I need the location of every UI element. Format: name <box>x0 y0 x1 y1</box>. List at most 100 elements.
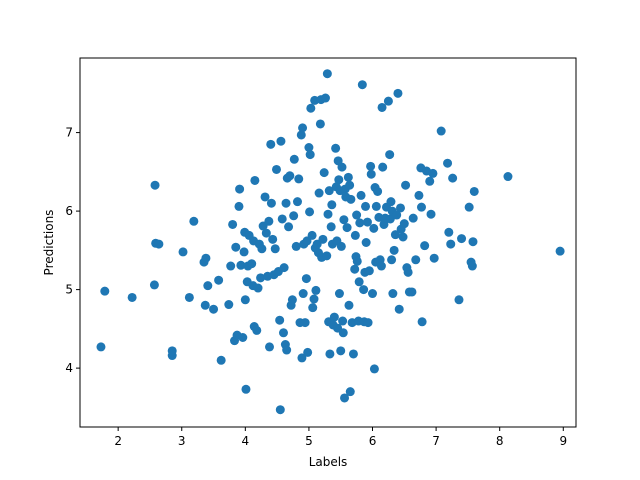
scatter-point <box>355 218 365 228</box>
scatter-point <box>289 154 299 164</box>
scatter-point <box>369 364 379 374</box>
scatter-point <box>300 318 310 328</box>
scatter-point <box>209 304 219 314</box>
scatter-point <box>239 247 249 257</box>
scatter-point <box>320 93 330 103</box>
scatter-point <box>503 172 513 182</box>
scatter-point <box>338 316 348 326</box>
scatter-point <box>167 346 177 356</box>
scatter-point <box>444 227 454 237</box>
scatter-point <box>292 197 302 207</box>
scatter-point <box>96 342 106 352</box>
scatter-point <box>407 287 417 297</box>
scatter-point <box>298 289 308 299</box>
scatter-point <box>344 300 354 310</box>
scatter-point <box>338 328 348 338</box>
scatter-point <box>296 130 306 140</box>
scatter-point <box>200 300 210 310</box>
scatter-point <box>226 261 236 271</box>
scatter-point <box>306 103 316 113</box>
scatter-point <box>266 139 276 149</box>
scatter-point <box>270 244 280 254</box>
scatter-point <box>387 255 397 265</box>
scatter-point <box>337 162 347 172</box>
scatter-point <box>336 346 346 356</box>
scatter-point <box>331 143 341 153</box>
scatter-point <box>264 216 274 226</box>
x-axis-label: Labels <box>309 455 348 469</box>
scatter-point <box>150 180 160 190</box>
scatter-point <box>228 219 238 229</box>
scatter-point <box>392 210 402 220</box>
x-tick-label: 3 <box>178 434 186 448</box>
scatter-point <box>238 333 248 342</box>
scatter-point <box>361 201 371 211</box>
scatter-point <box>395 203 405 213</box>
scatter-point <box>304 143 314 152</box>
scatter-point <box>311 285 321 295</box>
scatter-point <box>359 285 369 295</box>
scatter-point <box>305 150 315 160</box>
scatter-point <box>342 223 352 233</box>
scatter-point <box>428 168 438 178</box>
scatter-point <box>325 349 335 359</box>
scatter-point <box>253 283 263 293</box>
scatter-point <box>383 96 393 106</box>
scatter-point <box>448 173 458 183</box>
scatter-point <box>285 171 295 181</box>
scatter-point <box>364 266 374 276</box>
scatter-point <box>278 328 288 338</box>
scatter-point <box>323 209 333 219</box>
scatter-point <box>279 263 289 273</box>
scatter-point <box>555 246 565 256</box>
scatter-point <box>287 295 297 305</box>
scatter-point <box>443 158 453 168</box>
scatter-point <box>343 172 353 182</box>
scatter-point <box>425 176 435 186</box>
scatter-points <box>96 69 565 415</box>
scatter-point <box>189 216 199 226</box>
scatter-point <box>354 277 364 287</box>
scatter-point <box>127 292 137 302</box>
scatter-point <box>339 215 349 225</box>
scatter-point <box>352 256 362 266</box>
y-tick-label: 4 <box>65 361 73 375</box>
scatter-point <box>154 239 164 249</box>
scatter-point <box>201 253 211 263</box>
scatter-point <box>336 241 346 251</box>
scatter-point <box>236 260 246 270</box>
x-tick-label: 8 <box>496 434 504 448</box>
scatter-point <box>345 180 355 190</box>
scatter-point <box>203 281 213 291</box>
scatter-point <box>291 241 301 251</box>
x-tick-label: 9 <box>559 434 567 448</box>
y-axis-label: Predictions <box>42 210 56 276</box>
scatter-point <box>318 234 328 244</box>
scatter-point <box>411 255 421 265</box>
scatter-point <box>373 186 383 196</box>
scatter-point <box>399 219 409 229</box>
scatter-point <box>429 253 439 263</box>
x-tick-label: 7 <box>432 434 440 448</box>
y-tick-label: 5 <box>65 283 73 297</box>
scatter-point <box>357 80 367 90</box>
scatter-point <box>100 286 110 296</box>
scatter-point <box>327 200 337 210</box>
scatter-point <box>401 180 411 190</box>
scatter-point <box>446 239 456 249</box>
scatter-point <box>376 261 386 271</box>
x-tick-label: 6 <box>369 434 377 448</box>
scatter-point <box>224 300 234 310</box>
x-tick-label: 5 <box>305 434 313 448</box>
scatter-point <box>329 312 339 322</box>
scatter-point <box>362 217 372 227</box>
scatter-point <box>252 325 262 335</box>
scatter-point <box>394 304 404 314</box>
scatter-point <box>467 261 477 271</box>
scatter-point <box>319 168 329 178</box>
scatter-point <box>216 355 226 365</box>
scatter-point <box>398 232 408 242</box>
scatter-point <box>260 192 270 202</box>
scatter-point <box>348 349 358 359</box>
scatter-point <box>294 174 304 184</box>
